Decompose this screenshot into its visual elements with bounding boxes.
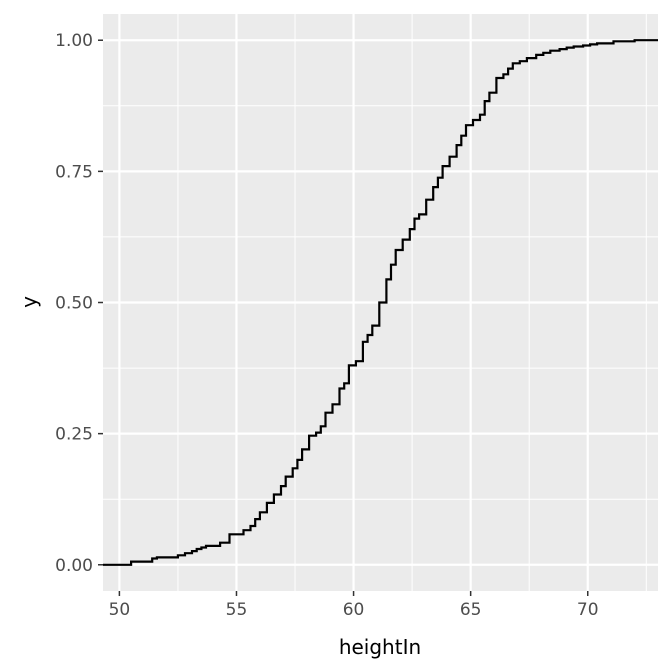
y-tick-label: 0.50 bbox=[55, 294, 93, 314]
x-tick-label: 70 bbox=[577, 600, 599, 620]
y-tick-label: 0.00 bbox=[55, 556, 93, 576]
x-tick-label: 50 bbox=[109, 600, 131, 620]
x-tick-label: 65 bbox=[460, 600, 482, 620]
y-axis-ticks: 0.00 0.25 0.50 0.75 1.00 bbox=[55, 31, 103, 576]
y-tick-label: 0.75 bbox=[55, 162, 93, 182]
ecdf-step-line bbox=[103, 39, 658, 566]
y-axis-title: y bbox=[17, 296, 41, 308]
y-tick-label: 0.25 bbox=[55, 425, 93, 445]
y-tick-label: 1.00 bbox=[55, 31, 93, 51]
x-axis-ticks: 50 55 60 65 70 bbox=[109, 591, 599, 620]
major-gridlines bbox=[103, 14, 658, 591]
x-tick-label: 55 bbox=[226, 600, 248, 620]
x-axis-title: heightIn bbox=[339, 635, 421, 659]
x-tick-label: 60 bbox=[343, 600, 365, 620]
